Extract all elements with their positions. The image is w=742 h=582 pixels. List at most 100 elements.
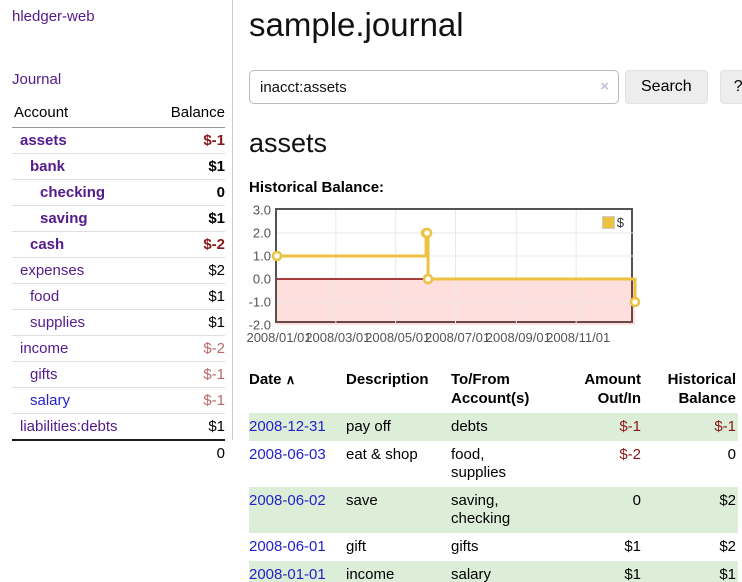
account-link-liabilities-debts[interactable]: liabilities:debts <box>20 418 118 435</box>
transaction-accounts: debts <box>451 418 488 435</box>
account-heading: assets <box>249 128 328 158</box>
chart-plot-area[interactable]: $ <box>271 208 641 325</box>
transaction-date-link[interactable]: 2008-06-02 <box>249 492 326 509</box>
transaction-balance: $2 <box>719 538 736 555</box>
transaction-balance: $2 <box>719 492 736 509</box>
account-row: checking 0 <box>12 179 225 206</box>
x-tick-label: 2008/09/01 <box>485 330 551 345</box>
data-point-marker[interactable] <box>421 227 433 239</box>
account-link-assets[interactable]: assets <box>20 132 67 149</box>
legend-swatch-icon <box>601 216 615 229</box>
help-button[interactable]: ? <box>719 70 742 104</box>
app-brand-link[interactable]: hledger-web <box>12 8 95 25</box>
transaction-row: 2008-06-01 gift gifts $1 $2 <box>249 533 738 561</box>
transaction-row: 2008-06-02 save saving, checking 0 $2 <box>249 487 738 533</box>
chart-plot-svg <box>271 210 641 325</box>
transaction-accounts: gifts <box>451 538 479 555</box>
account-balance: $1 <box>150 413 225 441</box>
account-link-cash[interactable]: cash <box>30 236 65 253</box>
historical-balance-chart: 3.0 2.0 1.0 0.0 -1.0 -2.0 $ <box>248 203 742 333</box>
accounts-table: Account Balance assets $-1 bank $1 check… <box>12 98 225 466</box>
data-point-marker[interactable] <box>629 296 641 308</box>
account-row: saving $1 <box>12 205 225 232</box>
transaction-amount: $-1 <box>619 418 641 435</box>
transaction-date-link[interactable]: 2008-06-01 <box>249 538 326 555</box>
account-row: gifts $-1 <box>12 361 225 388</box>
date-column-header[interactable]: Date ∧ <box>249 371 296 388</box>
account-balance: $1 <box>150 205 225 232</box>
balance-column-header: Balance <box>150 98 225 128</box>
x-tick-label: 2008/03/01 <box>305 330 371 345</box>
data-point-marker[interactable] <box>271 250 283 262</box>
y-tick-label: 2.0 <box>252 225 271 241</box>
amount-column-header: Amount Out/In <box>584 371 641 407</box>
account-row: cash $-2 <box>12 231 225 258</box>
search-input[interactable] <box>249 70 619 104</box>
accounts-table-header: Account Balance <box>12 98 225 128</box>
transaction-date-link[interactable]: 2008-06-03 <box>249 446 326 463</box>
transaction-balance: $-1 <box>714 418 736 435</box>
transaction-description: gift <box>346 538 367 555</box>
account-row: assets $-1 <box>12 127 225 154</box>
account-link-supplies[interactable]: supplies <box>30 314 86 331</box>
account-balance: $1 <box>150 309 225 336</box>
transaction-description: eat & shop <box>346 446 418 463</box>
y-tick-label: 1.0 <box>252 248 271 264</box>
main-content: sample.journal × Search ? assets Histori… <box>233 0 742 582</box>
account-link-expenses[interactable]: expenses <box>20 262 85 279</box>
accounts-column-header: To/From Account(s) <box>451 371 530 407</box>
account-balance: $1 <box>150 283 225 310</box>
account-link-checking[interactable]: checking <box>40 184 106 201</box>
clear-search-icon[interactable]: × <box>600 78 609 95</box>
page-title: sample.journal <box>249 6 464 43</box>
transaction-accounts: saving, checking <box>451 492 511 527</box>
transaction-row: 2008-01-01 income salary $1 $1 <box>249 561 738 582</box>
account-link-salary[interactable]: salary <box>30 392 71 409</box>
sidebar-item-journal[interactable]: Journal <box>12 71 62 88</box>
account-row: liabilities:debts $1 <box>12 413 225 441</box>
account-link-gifts[interactable]: gifts <box>30 366 58 383</box>
transaction-balance: $1 <box>719 566 736 582</box>
account-row: supplies $1 <box>12 309 225 336</box>
description-column-header: Description <box>346 371 429 388</box>
account-link-bank[interactable]: bank <box>30 158 66 175</box>
balance-column-header: Historical Balance <box>667 371 736 407</box>
account-link-saving[interactable]: saving <box>40 210 88 227</box>
transaction-amount: 0 <box>632 492 641 509</box>
account-row: expenses $2 <box>12 257 225 284</box>
account-column-header: Account <box>12 98 151 128</box>
y-tick-label: -2.0 <box>248 317 271 333</box>
search-button[interactable]: Search <box>625 70 708 104</box>
account-balance: $1 <box>150 153 225 180</box>
transaction-description: pay off <box>346 418 391 435</box>
y-tick-label: -1.0 <box>248 294 271 310</box>
account-link-income[interactable]: income <box>20 340 69 357</box>
search-form: × Search ? <box>249 70 742 104</box>
account-balance: $-1 <box>150 387 225 414</box>
x-tick-label: 2008/07/01 <box>424 330 491 345</box>
account-balance: $-1 <box>150 361 225 388</box>
transaction-balance: 0 <box>727 446 736 463</box>
account-balance: $2 <box>150 257 225 284</box>
transaction-row: 2008-06-03 eat & shop food, supplies $-2… <box>249 441 738 487</box>
account-balance: $-2 <box>150 335 225 362</box>
account-balance: 0 <box>150 179 225 206</box>
data-point-marker[interactable] <box>422 273 434 285</box>
transaction-amount: $-2 <box>619 446 641 463</box>
chart-x-axis: 2008/01/01 2008/03/01 2008/05/01 2008/07/01… <box>246 327 742 345</box>
account-link-food[interactable]: food <box>30 288 60 305</box>
account-row: food $1 <box>12 283 225 310</box>
transaction-row: 2008-12-31 pay off debts $-1 $-1 <box>249 413 738 441</box>
transaction-description: save <box>346 492 378 509</box>
accounts-total-value: 0 <box>150 439 225 466</box>
accounts-total-row: 0 <box>12 439 225 466</box>
transaction-date-link[interactable]: 2008-01-01 <box>249 566 326 582</box>
transaction-description: income <box>346 566 395 582</box>
y-tick-label: 3.0 <box>252 202 271 218</box>
transaction-amount: $1 <box>624 566 641 582</box>
x-tick-label: 2008/01/01 <box>246 330 312 345</box>
transaction-date-link[interactable]: 2008-12-31 <box>249 418 326 435</box>
chart-legend: $ <box>601 215 624 230</box>
sidebar: hledger-web Journal Account Balance asse… <box>0 0 233 466</box>
chart-y-axis: 3.0 2.0 1.0 0.0 -1.0 -2.0 <box>248 203 275 333</box>
